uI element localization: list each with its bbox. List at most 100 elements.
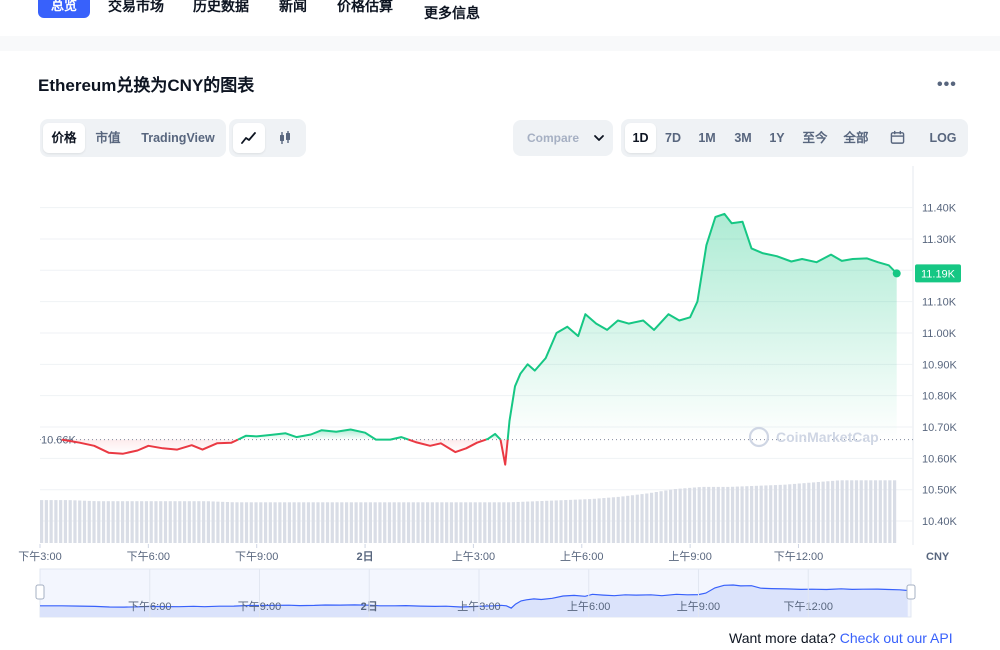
range-all[interactable]: 全部 xyxy=(843,131,869,145)
volume-bar xyxy=(792,483,797,543)
volume-bar xyxy=(235,502,239,543)
volume-bar xyxy=(797,483,801,543)
y-tick-label: 10.90K xyxy=(922,359,958,371)
navigator-left-handle[interactable] xyxy=(35,584,45,600)
volume-bar xyxy=(473,502,477,543)
volume-bar xyxy=(669,489,673,543)
volume-bar xyxy=(740,486,744,543)
navigator-right-handle[interactable] xyxy=(906,584,916,600)
x-tick-label: 下午9:00 xyxy=(235,550,278,563)
more-options-icon[interactable]: ••• xyxy=(937,76,957,93)
volume-bar xyxy=(802,483,806,543)
y-tick-label: 11.30K xyxy=(922,234,957,246)
view-tab-tradingview[interactable]: TradingView xyxy=(141,131,215,145)
volume-bar xyxy=(535,501,539,543)
volume-bar xyxy=(316,502,320,543)
volume-bar xyxy=(483,502,487,543)
chart-title: Ethereum兑换为CNY的图表 xyxy=(38,76,255,95)
volume-bar xyxy=(840,480,844,543)
volume-bar xyxy=(878,480,882,543)
volume-bar xyxy=(521,501,525,543)
volume-bar xyxy=(125,501,129,543)
volume-bar xyxy=(154,501,158,543)
volume-bar xyxy=(764,485,768,543)
volume-bar xyxy=(859,480,863,543)
volume-bar xyxy=(425,502,430,543)
volume-bar xyxy=(397,502,401,543)
volume-bar xyxy=(549,500,554,543)
view-tab-price[interactable]: 价格 xyxy=(43,123,85,153)
volume-bar xyxy=(364,502,368,543)
price-line-down xyxy=(408,438,487,454)
volume-bar xyxy=(530,501,535,543)
volume-bar xyxy=(730,486,735,543)
api-link[interactable]: Check out our API xyxy=(839,630,953,646)
volume-bar xyxy=(402,502,406,543)
volume-bar xyxy=(144,501,149,543)
chevron-down-icon xyxy=(594,135,604,141)
volume-bar xyxy=(893,480,897,543)
volume-bar xyxy=(440,502,444,543)
volume-bar xyxy=(259,502,263,543)
volume-bar xyxy=(111,501,115,543)
navigator-area xyxy=(40,585,908,617)
candlestick-chart-button[interactable] xyxy=(269,123,301,153)
volume-bar xyxy=(44,500,48,543)
range-1d[interactable]: 1D xyxy=(625,123,656,153)
volume-bar xyxy=(645,493,649,543)
volume-bar xyxy=(40,500,44,543)
range-3m[interactable]: 3M xyxy=(734,131,752,145)
compare-dropdown[interactable]: Compare xyxy=(513,120,613,156)
volume-bar xyxy=(206,501,210,543)
volume-bar xyxy=(707,486,711,543)
view-tab-market-cap[interactable]: 市值 xyxy=(95,131,121,145)
volume-bar xyxy=(807,482,811,543)
volume-bar xyxy=(449,502,454,543)
volume-bar xyxy=(130,501,134,543)
volume-bar xyxy=(182,501,187,543)
volume-bar xyxy=(211,501,215,543)
volume-bar xyxy=(354,502,358,543)
tab-overview[interactable]: 总览 xyxy=(38,0,90,18)
y-tick-label: 11.40K xyxy=(922,203,957,215)
tab-historical-data[interactable]: 历史数据 xyxy=(193,0,249,14)
volume-bar xyxy=(592,498,596,543)
price-area-up xyxy=(238,429,409,440)
tab-price-estimates[interactable]: 价格估算 xyxy=(337,0,393,14)
volume-bar xyxy=(726,486,730,543)
volume-bar xyxy=(464,502,468,543)
tab-more-info[interactable]: 更多信息 xyxy=(424,5,480,21)
range-ytd[interactable]: 至今 xyxy=(802,131,828,145)
volume-bar xyxy=(263,502,268,543)
volume-bar xyxy=(249,502,253,543)
volume-bar xyxy=(454,502,458,543)
volume-bar xyxy=(63,500,68,543)
tab-news[interactable]: 新闻 xyxy=(279,0,307,14)
api-promo: Want more data? Check out our API xyxy=(729,630,953,646)
volume-bar xyxy=(192,501,196,543)
range-1y[interactable]: 1Y xyxy=(769,131,785,145)
price-area-down xyxy=(408,439,487,453)
tab-markets[interactable]: 交易市场 xyxy=(108,0,164,14)
volume-bar xyxy=(602,498,606,543)
volume-bar xyxy=(87,500,91,543)
date-picker-button[interactable] xyxy=(882,123,912,153)
volume-bar xyxy=(283,502,287,543)
volume-bar xyxy=(769,485,773,543)
volume-bar xyxy=(659,491,663,543)
line-chart-button[interactable] xyxy=(233,123,265,153)
range-1m[interactable]: 1M xyxy=(698,131,716,145)
volume-bar xyxy=(159,501,163,543)
volume-bar xyxy=(230,502,234,543)
price-line-down xyxy=(61,438,239,455)
volume-bar xyxy=(835,480,840,543)
log-scale-button[interactable]: LOG xyxy=(929,131,957,145)
watermark: CoinMarketCap xyxy=(748,426,879,448)
x-tick-label: 下午3:00 xyxy=(18,550,61,563)
y-tick-label: 10.50K xyxy=(922,485,958,497)
range-7d[interactable]: 7D xyxy=(665,131,681,145)
volume-bar xyxy=(821,481,825,543)
volume-bar xyxy=(716,486,720,543)
volume-bar xyxy=(297,502,301,543)
view-switcher: 价格 市值 TradingView xyxy=(40,119,226,157)
